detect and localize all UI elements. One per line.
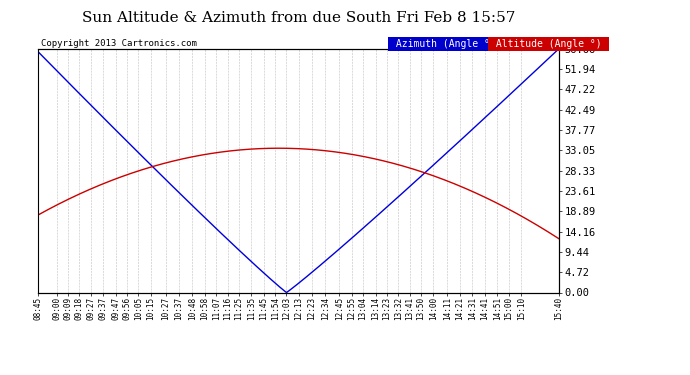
Text: Copyright 2013 Cartronics.com: Copyright 2013 Cartronics.com (41, 39, 197, 48)
Text: Azimuth (Angle °): Azimuth (Angle °) (390, 39, 502, 50)
Text: Altitude (Angle °): Altitude (Angle °) (490, 39, 607, 50)
Text: Sun Altitude & Azimuth from due South Fri Feb 8 15:57: Sun Altitude & Azimuth from due South Fr… (81, 11, 515, 25)
